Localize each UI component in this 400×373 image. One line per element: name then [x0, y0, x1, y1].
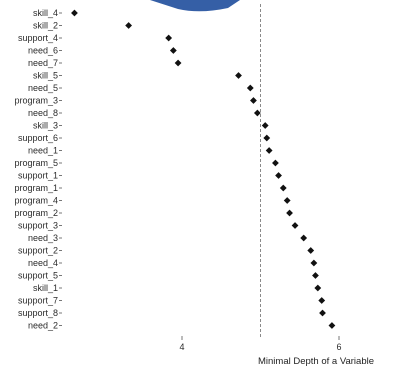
data-point-program-5	[272, 159, 279, 167]
data-point-program-4	[283, 197, 291, 204]
x-axis-ticks	[181, 336, 340, 340]
data-point-support-4	[165, 34, 173, 42]
data-point-need-3	[300, 234, 308, 242]
data-point-skill-3	[261, 122, 269, 129]
data-point-program-1	[279, 184, 287, 192]
data-point-program-3	[250, 97, 257, 104]
y-tick-label: support_3	[18, 221, 58, 231]
data-point-skill-2	[125, 22, 133, 29]
y-tick-label: need_3	[28, 233, 58, 243]
y-tick-label: program_1	[14, 183, 58, 193]
data-point-support-7	[318, 297, 326, 304]
x-axis-title: Minimal Depth of a Variable	[258, 356, 374, 367]
y-tick-label: support_7	[18, 296, 58, 306]
decorative-background	[150, 0, 240, 12]
data-point-skill-4	[71, 9, 78, 17]
data-point-support-6	[263, 134, 271, 142]
y-tick-label: need_1	[28, 146, 58, 156]
data-point-skill-1	[314, 284, 322, 292]
y-tick-label: need_2	[28, 321, 58, 331]
data-point-program-2	[286, 209, 293, 217]
y-tick-label: skill_2	[33, 21, 58, 31]
x-tick-label: 6	[336, 342, 341, 352]
data-point-need-5	[246, 84, 254, 92]
data-point-skill-5	[235, 72, 242, 79]
y-tick-label: support_1	[18, 171, 58, 181]
y-tick-label: skill_3	[33, 121, 58, 131]
y-tick-label: need_5	[28, 83, 58, 93]
data-point-need-8	[253, 109, 261, 117]
y-tick-label: program_2	[14, 208, 58, 218]
data-point-need-1	[265, 147, 273, 154]
y-axis-ticks	[59, 12, 62, 326]
data-point-need-2	[328, 322, 336, 329]
y-tick-label: program_3	[14, 96, 58, 106]
y-tick-label: need_6	[28, 46, 58, 56]
data-point-support-1	[275, 172, 282, 179]
y-tick-label: program_4	[14, 196, 58, 206]
y-tick-label: need_4	[28, 258, 58, 268]
data-point-need-4	[310, 259, 318, 267]
y-tick-label: support_4	[18, 33, 58, 43]
y-tick-label: skill_5	[33, 71, 58, 81]
y-tick-label: support_6	[18, 133, 58, 143]
data-point-need-7	[174, 59, 182, 67]
y-tick-label: need_8	[28, 108, 58, 118]
data-point-need-6	[169, 47, 177, 54]
data-point-support-8	[319, 309, 326, 317]
y-axis-variable-labels: skill_4 skill_2 support_4 need_6 need_7skill…	[14, 8, 58, 331]
y-tick-label: need_7	[28, 58, 58, 68]
data-point-support-3	[291, 222, 299, 229]
y-tick-label: skill_4	[33, 8, 58, 18]
data-point-support-2	[307, 247, 315, 254]
y-tick-label: program_5	[14, 158, 58, 168]
data-points	[71, 9, 336, 329]
y-tick-label: skill_1	[33, 283, 58, 293]
y-tick-label: support_8	[18, 308, 58, 318]
y-tick-label: support_2	[18, 246, 58, 256]
y-tick-label: support_5	[18, 271, 58, 281]
decorative-blue-swoosh	[150, 0, 240, 12]
x-tick-label: 4	[179, 342, 184, 352]
data-point-support-5	[312, 272, 319, 279]
